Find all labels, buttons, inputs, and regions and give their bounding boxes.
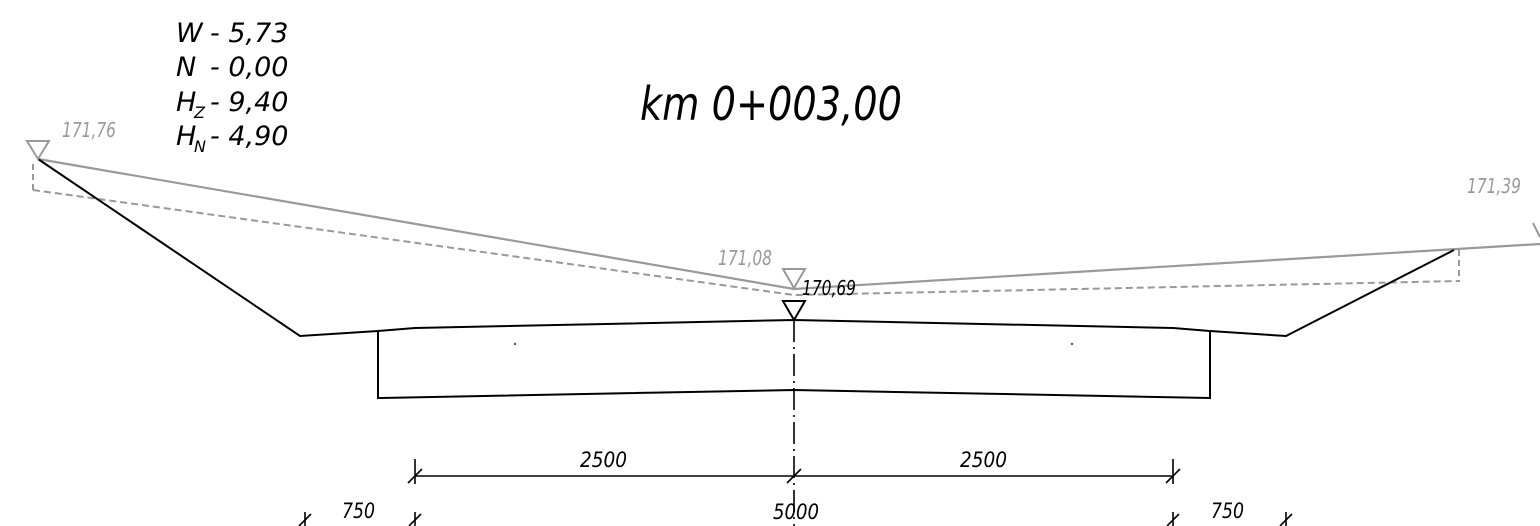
param-hn-label: H	[176, 121, 196, 152]
param-hz-label: H	[176, 87, 196, 118]
dim-lower-tick-3	[1166, 513, 1180, 526]
dim-lower-tick-4	[1279, 513, 1293, 526]
dim-tick-center	[786, 468, 802, 484]
layer-dot-right	[1070, 342, 1074, 346]
param-w-label: W	[176, 18, 204, 49]
param-n-value: - 0,00	[210, 52, 288, 83]
elevation-center-terrain: 171,08	[718, 246, 772, 270]
dimension-half-left: 2500	[580, 448, 627, 472]
stripped-ground-line	[32, 189, 1461, 297]
dim-lower-tick-2	[408, 513, 422, 526]
right-cut-slope	[1209, 249, 1455, 338]
dim-lower-tick-1	[298, 513, 312, 526]
left-cut-slope	[37, 158, 379, 338]
parameters-block: W - 5,73 N - 0,00 H Z - 9,40 H N - 4,90	[176, 18, 288, 156]
param-n-label: N	[176, 52, 196, 83]
left-elevation-marker-icon	[25, 140, 51, 161]
center-terrain-marker-icon	[781, 268, 807, 290]
dimension-edge-left: 750	[342, 499, 375, 523]
param-w-value: - 5,73	[210, 18, 288, 49]
right-elevation-marker-icon	[1532, 222, 1540, 238]
dimension-total: 5000	[773, 500, 819, 524]
dim-tick-left	[407, 468, 423, 484]
elevation-center-design: 170,69	[802, 276, 856, 300]
section-title: km 0+003,00	[640, 77, 902, 131]
dimension-half-right: 2500	[960, 448, 1007, 472]
param-hz-sub: Z	[193, 103, 206, 122]
dim-tick-right	[1165, 468, 1181, 484]
elevation-left-terrain: 171,76	[62, 118, 116, 142]
elevation-right-terrain: 171,39	[1467, 174, 1521, 198]
dimension-edge-right: 750	[1211, 499, 1244, 523]
param-hn-sub: N	[194, 137, 206, 156]
param-hn-value: - 4,90	[210, 121, 288, 152]
center-design-marker-icon	[781, 300, 807, 322]
param-hz-value: - 9,40	[210, 87, 288, 118]
layer-dot-left	[513, 342, 517, 346]
